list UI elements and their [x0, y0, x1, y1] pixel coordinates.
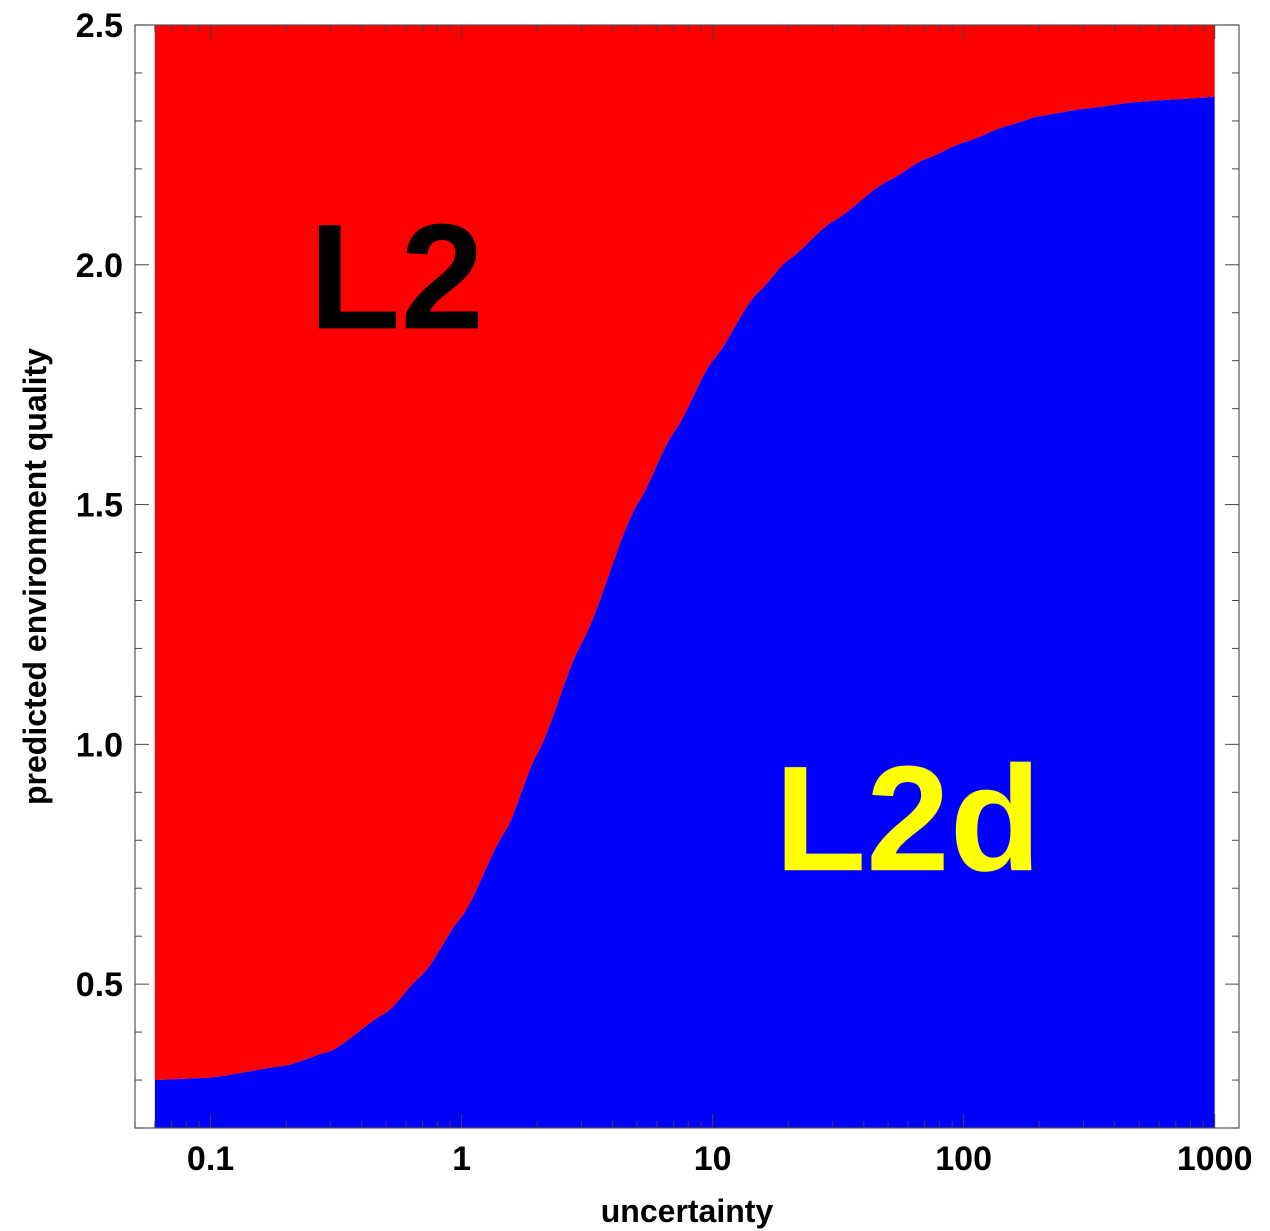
y-tick-label: 1.5	[76, 487, 123, 525]
x-tick-label: 1000	[1177, 1140, 1253, 1178]
x-tick-label: 100	[935, 1140, 992, 1178]
x-tick-label: 0.1	[187, 1140, 234, 1178]
plot-frame	[134, 24, 1240, 1129]
region-label-l2: L2	[309, 192, 484, 360]
x-tick-label: 1	[452, 1140, 471, 1178]
regions-layer	[154, 25, 1215, 1128]
y-tick-label: 0.5	[76, 966, 123, 1004]
labels-layer: 0.1 1 10 100 1000 0.5 1.0 1.5 2.0 2.5 L2 L2d	[76, 7, 1253, 1178]
region-l2d	[154, 96, 1215, 1128]
y-axis-title: predicted environment quality	[17, 348, 53, 805]
region-label-l2d: L2d	[775, 734, 1042, 902]
x-axis-title: uncertainty	[601, 1193, 774, 1229]
y-tick-label: 2.0	[76, 247, 123, 285]
ticks-layer	[134, 24, 1239, 1129]
x-tick-label: 10	[694, 1140, 732, 1178]
region-l2	[154, 25, 1215, 1081]
y-tick-label: 1.0	[76, 726, 123, 764]
y-tick-label: 2.5	[76, 7, 123, 45]
